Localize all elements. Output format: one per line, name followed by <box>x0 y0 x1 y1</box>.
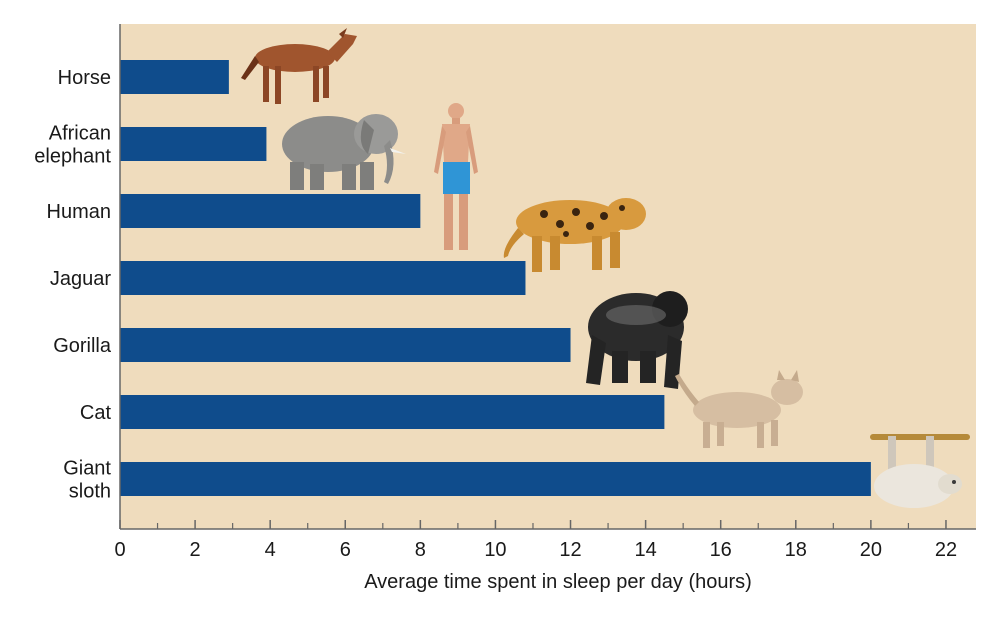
bar-cat <box>120 395 665 429</box>
cat-icon <box>675 370 803 448</box>
jaguar-icon <box>503 198 646 272</box>
x-tick-label: 10 <box>484 539 506 561</box>
bar-human <box>120 194 421 228</box>
x-tick-label: 0 <box>114 539 125 561</box>
x-tick-label: 14 <box>634 539 656 561</box>
category-labels: Horse African elephant Human Jaguar Gorilla Ca… <box>34 67 112 503</box>
x-axis-ticks: 0 2 4 6 8 10 12 14 16 18 20 22 <box>114 520 957 561</box>
sloth-icon <box>870 434 970 508</box>
x-tick-label: 2 <box>190 539 201 561</box>
category-label: Horse <box>58 67 111 89</box>
bar-gorilla <box>120 328 571 362</box>
x-tick-label: 20 <box>860 539 882 561</box>
category-label: Human <box>47 201 111 223</box>
category-label: Giant sloth <box>63 458 111 503</box>
bars-layer <box>120 60 871 496</box>
category-label: Cat <box>80 402 112 424</box>
human-icon <box>434 103 478 250</box>
elephant-icon <box>282 114 406 190</box>
x-tick-label: 8 <box>415 539 426 561</box>
category-label: Jaguar <box>50 268 111 290</box>
gorilla-icon <box>586 291 688 389</box>
x-axis-title: Average time spent in sleep per day (hou… <box>364 571 752 593</box>
x-tick-label: 4 <box>265 539 276 561</box>
x-tick-label: 6 <box>340 539 351 561</box>
x-tick-label: 16 <box>710 539 732 561</box>
x-tick-label: 22 <box>935 539 957 561</box>
x-tick-label: 12 <box>559 539 581 561</box>
bar-horse <box>120 60 229 94</box>
category-label: Gorilla <box>53 335 112 357</box>
bar-jaguar <box>120 261 526 295</box>
horse-icon <box>241 28 357 104</box>
category-label: African elephant <box>34 123 111 168</box>
x-tick-label: 18 <box>785 539 807 561</box>
bar-giant-sloth <box>120 462 871 496</box>
bar-african-elephant <box>120 127 267 161</box>
